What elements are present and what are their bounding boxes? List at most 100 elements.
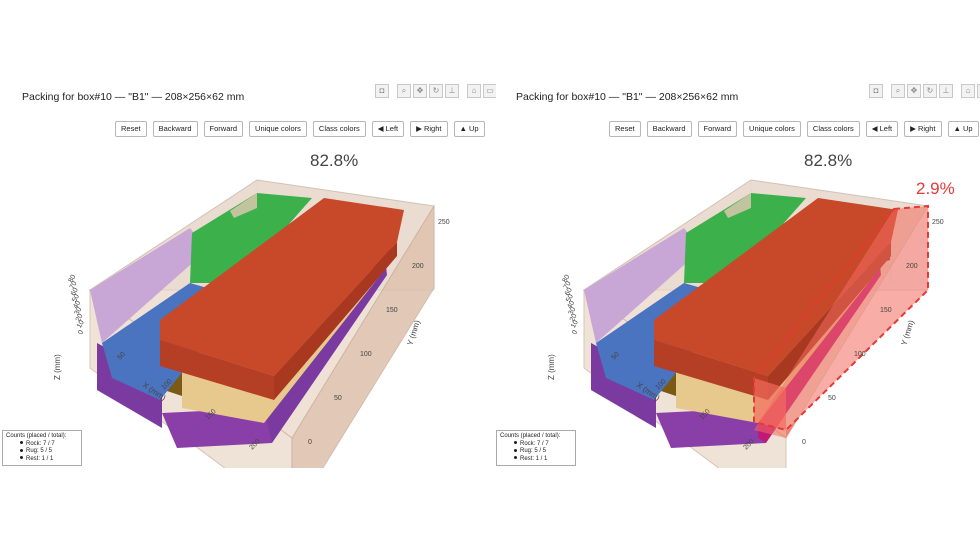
highlight-slot-front	[754, 378, 786, 430]
z-tick-label: 40	[72, 300, 82, 310]
z-tick-label: 80	[68, 274, 78, 284]
reset-camera-icon[interactable]: ▭	[977, 84, 980, 98]
turntable-icon[interactable]: ⊥	[939, 84, 953, 98]
green-notch	[230, 193, 257, 218]
counts-legend: Counts (placed / total): Rock: 7 / 7 Rug…	[496, 430, 576, 466]
reset-button[interactable]: Reset	[115, 121, 147, 137]
z-tick-label: 10	[570, 319, 580, 329]
modebar: ◘ ⌕✥↻⊥ ⌂▭	[375, 84, 499, 98]
legend-item: Rest: 1 / 1	[500, 456, 572, 464]
x-tick-label: 50	[116, 351, 127, 362]
class-colors-button[interactable]: Class colors	[312, 121, 366, 137]
plot-title: Packing for box#10 — "B1" — 208×256×62 m…	[516, 91, 739, 103]
z-tick-label: 0	[77, 329, 85, 336]
highlight-slot-side	[786, 206, 928, 438]
unique-colors-button[interactable]: Unique colors	[249, 121, 307, 137]
box-right-face	[291, 204, 435, 468]
forward-button[interactable]: Forward	[697, 121, 738, 137]
up-button[interactable]: ▲ Up	[947, 121, 979, 137]
y-axis-title: Y (mm)	[899, 319, 916, 347]
legend-header: Counts (placed / total):	[500, 433, 561, 439]
y-tick-label: 250	[438, 219, 450, 226]
orbit-icon[interactable]: ↻	[429, 84, 443, 98]
reset-camera-icon[interactable]: ▭	[483, 84, 497, 98]
red-block-front	[160, 340, 274, 400]
camera-icon[interactable]: ◘	[869, 84, 883, 98]
right-button[interactable]: ▶ Right	[410, 121, 448, 137]
red-block-side	[274, 242, 397, 400]
backward-button[interactable]: Backward	[646, 121, 692, 137]
y-tick-label: 50	[828, 395, 836, 402]
y-tick-label: 0	[802, 439, 806, 446]
pan-icon[interactable]: ✥	[907, 84, 921, 98]
legend-item: Rest: 1 / 1	[6, 456, 78, 464]
view-buttons: Reset Backward Forward Unique colors Class c…	[115, 121, 491, 137]
y-tick-label: 50	[334, 395, 342, 402]
left-button[interactable]: ◀ Left	[371, 121, 405, 137]
z-tick-label: 60	[70, 287, 80, 297]
y-tick-label: 200	[412, 263, 424, 270]
forward-button[interactable]: Forward	[203, 121, 244, 137]
counts-legend: Counts (placed / total): Rock: 7 / 7 Rug…	[2, 430, 82, 466]
plot-title: Packing for box#10 — "B1" — 208×256×62 m…	[22, 91, 245, 103]
green-block	[684, 193, 806, 283]
camera-icon[interactable]: ◘	[375, 84, 389, 98]
y-tick-label: 100	[854, 351, 866, 358]
y-tick-label: 0	[308, 439, 312, 446]
legend-item: Rock: 7 / 7	[500, 441, 572, 449]
z-tick-label: 70	[69, 280, 79, 290]
z-tick-label: 80	[562, 274, 572, 284]
packing-plot-left[interactable]: Z (mm) 80 70 60 50 40 30 20 10 0 X (mm) 50 100 150…	[2, 78, 497, 468]
pan-icon[interactable]: ✥	[413, 84, 427, 98]
red-block-top	[654, 198, 898, 376]
zoom-icon[interactable]: ⌕	[397, 84, 411, 98]
y-tick-label: 150	[386, 307, 398, 314]
legend-header: Counts (placed / total):	[6, 433, 67, 439]
z-tick-label: 70	[563, 280, 573, 290]
legend-item: Rug: 5 / 5	[6, 448, 78, 456]
z-tick-label: 0	[571, 329, 579, 336]
z-tick-label: 30	[74, 306, 84, 316]
modebar: ◘ ⌕✥↻⊥ ⌂▭	[869, 84, 980, 98]
z-axis-title: Z (mm)	[53, 354, 62, 380]
z-tick-label: 50	[565, 293, 575, 303]
highlight-slot-outline	[753, 204, 929, 432]
legend-item: Rock: 7 / 7	[6, 441, 78, 449]
y-axis-ticks: 0 50 100 150 200 250	[802, 219, 944, 446]
z-tick-label: 10	[76, 319, 86, 329]
z-tick-label: 20	[569, 313, 579, 323]
turntable-icon[interactable]: ⊥	[445, 84, 459, 98]
z-tick-label: 20	[75, 313, 85, 323]
y-tick-label: 150	[880, 307, 892, 314]
packing-plot-right[interactable]: Z (mm) 80 70 60 50 40 30 20 10 0 X (mm) 50 100 150…	[496, 78, 980, 468]
highlight-slot-top	[754, 206, 928, 438]
y-axis-ticks: 0 50 100 150 200 250	[308, 219, 450, 446]
reset-button[interactable]: Reset	[609, 121, 641, 137]
class-colors-button[interactable]: Class colors	[806, 121, 860, 137]
unique-colors-button[interactable]: Unique colors	[743, 121, 801, 137]
z-tick-label: 40	[566, 300, 576, 310]
left-button[interactable]: ◀ Left	[865, 121, 899, 137]
red-block-front	[654, 340, 768, 400]
up-button[interactable]: ▲ Up	[453, 121, 485, 137]
z-tick-label: 50	[71, 293, 81, 303]
zoom-icon[interactable]: ⌕	[891, 84, 905, 98]
y-tick-label: 100	[360, 351, 372, 358]
backward-button[interactable]: Backward	[152, 121, 198, 137]
right-button[interactable]: ▶ Right	[904, 121, 942, 137]
red-block-top	[160, 198, 404, 376]
lilac-block	[584, 228, 701, 343]
fill-percentage: 82.8%	[310, 151, 359, 170]
x-tick-label: 50	[610, 351, 621, 362]
z-tick-label: 60	[564, 287, 574, 297]
home-icon[interactable]: ⌂	[467, 84, 481, 98]
orbit-icon[interactable]: ↻	[923, 84, 937, 98]
y-tick-label: 200	[906, 263, 918, 270]
home-icon[interactable]: ⌂	[961, 84, 975, 98]
lilac-block	[90, 228, 207, 343]
green-block	[190, 193, 312, 283]
